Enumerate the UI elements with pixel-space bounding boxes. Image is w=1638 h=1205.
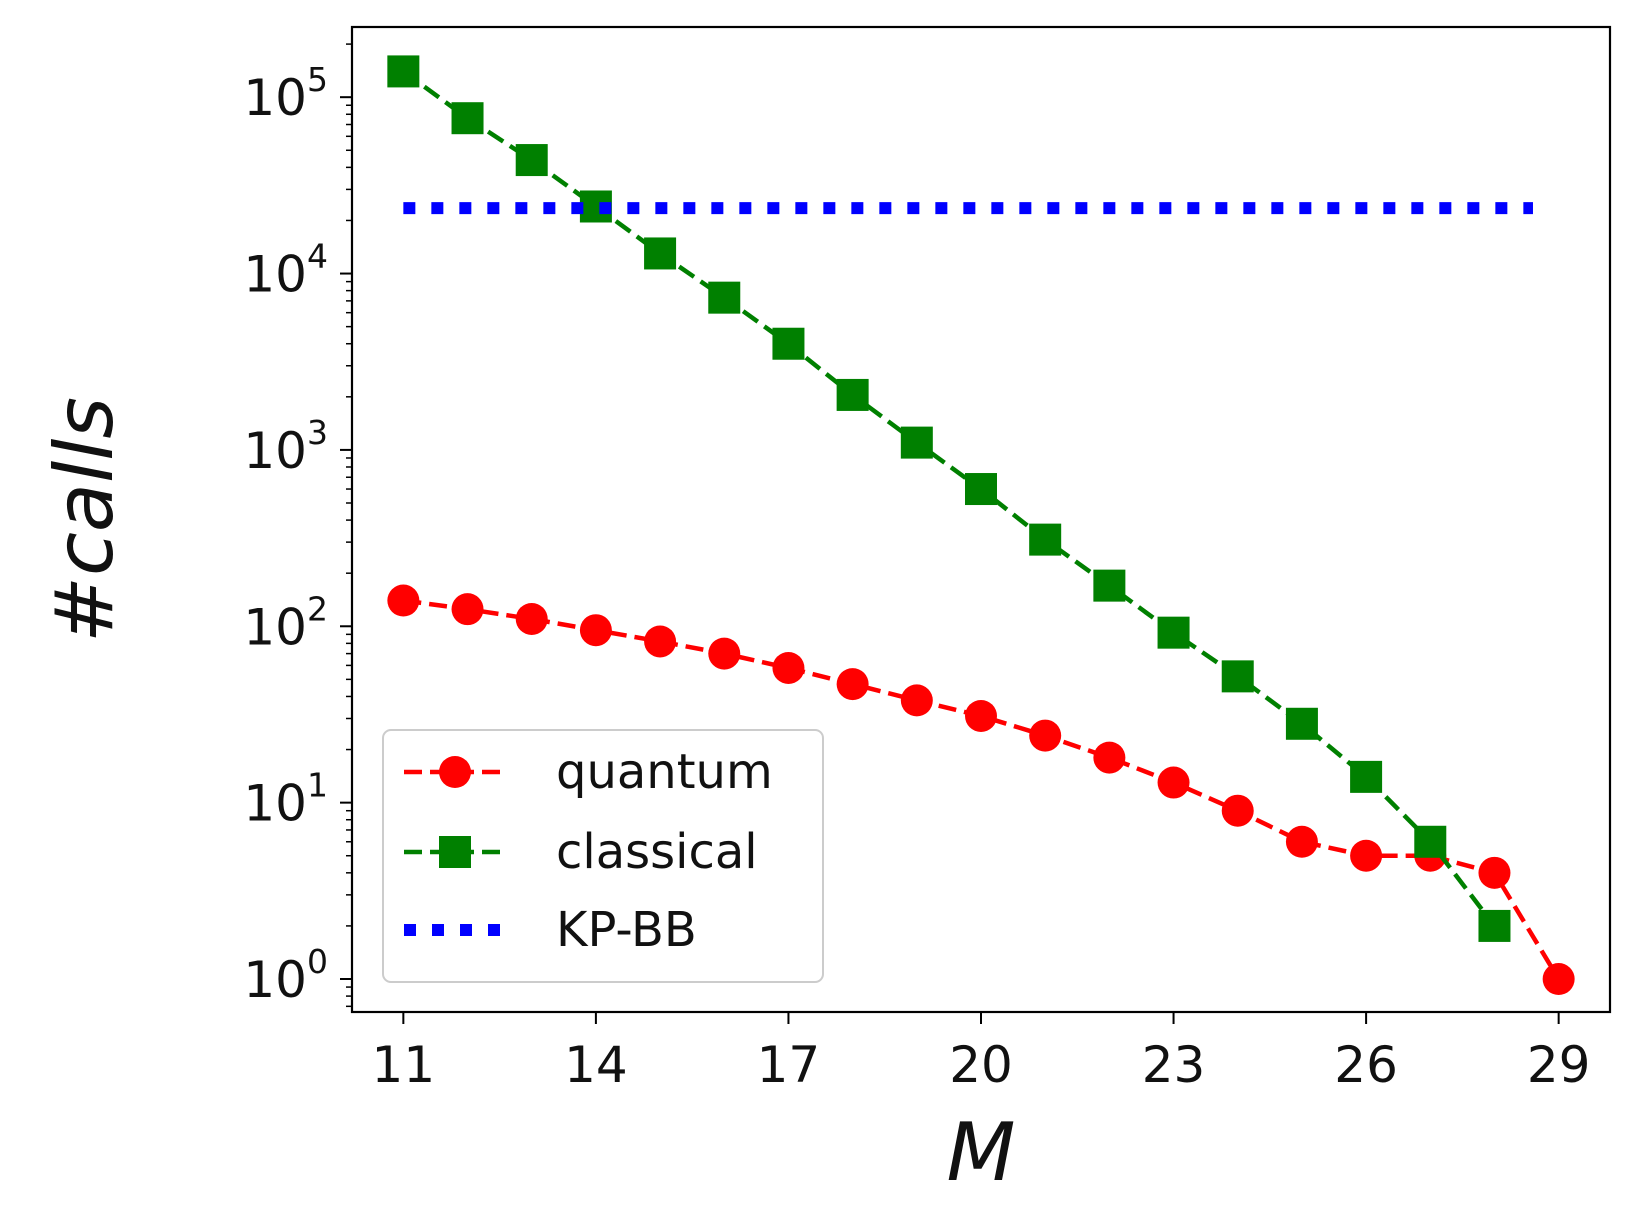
data-point-classical bbox=[1478, 909, 1511, 942]
legend-kpbb-label: KP-BB bbox=[556, 902, 697, 958]
data-point-classical bbox=[708, 281, 741, 314]
data-point-classical bbox=[1221, 660, 1254, 693]
x-tick-label: 23 bbox=[1142, 1036, 1206, 1094]
data-point-classical bbox=[451, 102, 484, 135]
data-point-classical bbox=[1029, 523, 1062, 556]
y-tick-base: 10 bbox=[243, 598, 307, 656]
data-point-quantum bbox=[1221, 794, 1254, 827]
data-point-classical bbox=[1414, 825, 1447, 858]
y-axis-title: #calls bbox=[38, 397, 131, 643]
data-point-quantum bbox=[836, 668, 869, 701]
legend-quantum-label: quantum bbox=[556, 744, 773, 800]
data-point-quantum bbox=[1542, 963, 1575, 996]
y-tick-label: 105 bbox=[243, 60, 328, 127]
data-point-quantum bbox=[1285, 825, 1318, 858]
data-point-classical bbox=[1093, 569, 1126, 602]
y-tick-base: 10 bbox=[243, 69, 307, 127]
x-tick-label: 20 bbox=[949, 1036, 1013, 1094]
data-point-classical bbox=[836, 378, 869, 411]
data-point-classical bbox=[772, 327, 805, 360]
legend-classical-marker bbox=[439, 836, 471, 868]
data-point-classical bbox=[900, 426, 933, 459]
data-point-quantum bbox=[900, 684, 933, 717]
data-point-quantum bbox=[515, 602, 548, 635]
y-tick-base: 10 bbox=[243, 422, 307, 480]
x-tick-label: 14 bbox=[564, 1036, 628, 1094]
y-tick-label: 102 bbox=[243, 589, 328, 656]
data-point-classical bbox=[1157, 616, 1190, 649]
data-point-quantum bbox=[451, 593, 484, 626]
data-point-quantum bbox=[708, 637, 741, 670]
y-tick-base: 10 bbox=[243, 775, 307, 833]
legend-box bbox=[382, 729, 824, 983]
data-point-classical bbox=[1285, 707, 1318, 740]
y-tick-label: 101 bbox=[243, 766, 328, 833]
y-tick-label: 104 bbox=[243, 237, 328, 304]
x-axis-ticks: 11 14 17 20 23 26 29 bbox=[372, 1012, 1591, 1094]
series-layer bbox=[387, 55, 1575, 996]
x-tick-label: 26 bbox=[1334, 1036, 1398, 1094]
legend-quantum-marker bbox=[439, 756, 471, 788]
y-tick-exponent: 5 bbox=[307, 60, 328, 99]
data-point-quantum bbox=[644, 625, 677, 658]
data-point-quantum bbox=[772, 651, 805, 684]
data-point-quantum bbox=[1029, 719, 1062, 752]
data-point-quantum bbox=[965, 699, 997, 732]
data-point-quantum bbox=[1157, 766, 1190, 799]
y-tick-exponent: 2 bbox=[307, 589, 328, 628]
legend: quantum classical KP-BB bbox=[382, 729, 824, 983]
data-point-quantum bbox=[387, 584, 420, 617]
data-point-classical bbox=[644, 237, 677, 270]
data-point-quantum bbox=[1093, 741, 1126, 774]
y-tick-base: 10 bbox=[243, 246, 307, 304]
y-tick-base: 10 bbox=[243, 951, 307, 1009]
legend-classical-label: classical bbox=[556, 824, 758, 880]
y-minor-ticks bbox=[346, 43, 352, 1008]
data-point-classical bbox=[1350, 760, 1383, 793]
y-tick-exponent: 1 bbox=[307, 766, 328, 805]
data-point-quantum bbox=[1478, 856, 1511, 889]
x-tick-label: 29 bbox=[1527, 1036, 1591, 1094]
data-point-classical bbox=[515, 144, 548, 177]
y-tick-exponent: 3 bbox=[307, 413, 328, 452]
x-axis-title: M bbox=[946, 1106, 1015, 1199]
data-point-quantum bbox=[579, 614, 612, 647]
data-point-classical bbox=[387, 55, 420, 88]
x-tick-label: 17 bbox=[757, 1036, 821, 1094]
data-point-quantum bbox=[1350, 839, 1383, 872]
y-tick-exponent: 0 bbox=[307, 942, 328, 981]
y-tick-label: 103 bbox=[243, 413, 328, 480]
data-point-classical bbox=[965, 473, 997, 506]
x-tick-label: 11 bbox=[372, 1036, 436, 1094]
y-tick-label: 100 bbox=[243, 942, 328, 1009]
y-tick-exponent: 4 bbox=[307, 237, 328, 276]
